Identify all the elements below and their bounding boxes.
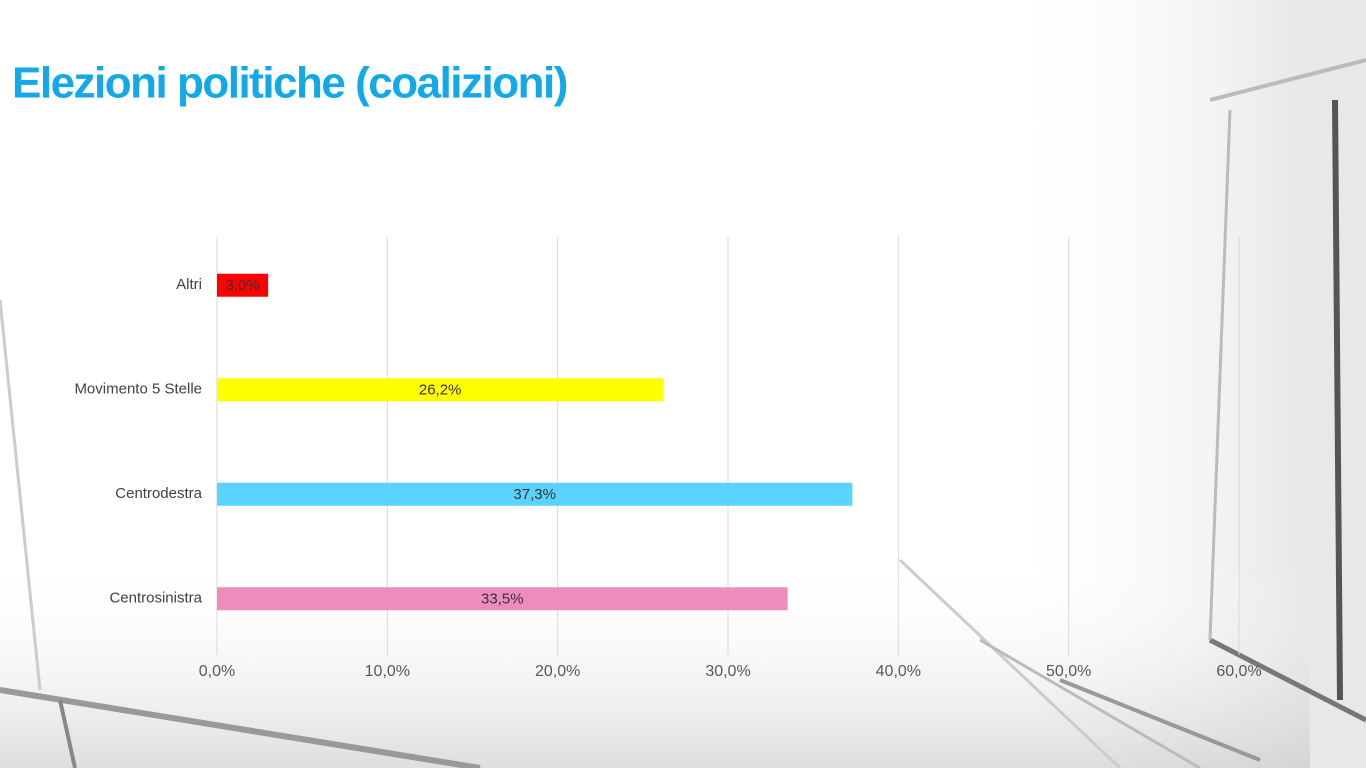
value-label: 37,3%	[513, 486, 556, 503]
bar	[217, 273, 269, 297]
bar-chart: 0,0% 10,0% 20,0% 30,0% 40,0% 50,0% 60,0% Altri 3…	[74, 237, 1262, 680]
x-tick-label: 10,0%	[365, 663, 410, 680]
x-tick-label: 50,0%	[1046, 663, 1091, 680]
x-tick-label: 20,0%	[535, 663, 580, 680]
value-label: 3,0%	[225, 277, 259, 294]
category-label: Movimento 5 Stelle	[74, 381, 202, 398]
x-tick-label: 0,0%	[199, 663, 235, 680]
x-tick-label: 40,0%	[876, 663, 921, 680]
x-tick-label: 30,0%	[705, 663, 750, 680]
bar	[217, 378, 664, 402]
value-label: 26,2%	[419, 382, 462, 399]
x-tick-label: 60,0%	[1216, 663, 1261, 680]
slide-title: Elezioni politiche (coalizioni)	[12, 59, 567, 108]
bar	[217, 587, 788, 611]
category-label: Centrodestra	[115, 485, 202, 502]
category-label: Altri	[176, 276, 202, 293]
value-label: 33,5%	[481, 591, 524, 608]
category-label: Centrosinistra	[109, 590, 202, 607]
bar	[217, 482, 853, 506]
